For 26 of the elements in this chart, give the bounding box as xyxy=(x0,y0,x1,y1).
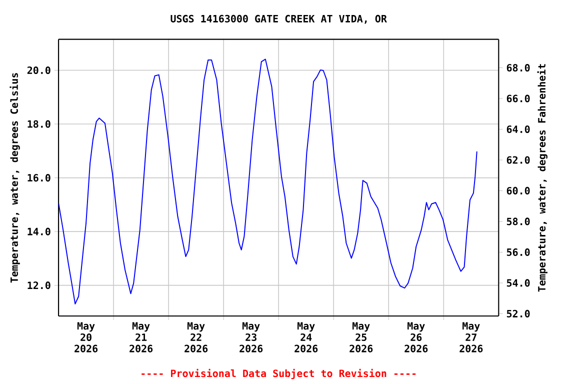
y2-tick-label: 58.0 xyxy=(506,218,530,226)
y-axis-title: Temperature, water, degrees Celsius xyxy=(10,73,20,283)
y2-tick-label: 60.0 xyxy=(506,186,530,194)
x-tick-label: May 21 2026 xyxy=(130,322,153,352)
y2-tick-label: 52.0 xyxy=(506,310,530,318)
x-tick-label: May 26 2026 xyxy=(404,322,428,352)
x-tick-label: May 23 2026 xyxy=(240,322,263,352)
x-tick-label: May 20 2026 xyxy=(74,322,98,352)
y-tick-label: 14.0 xyxy=(28,228,50,236)
x-tick-label: May 27 2026 xyxy=(460,322,483,352)
y-tick-label: 16.0 xyxy=(28,174,50,182)
x-tick-label: May 24 2026 xyxy=(294,322,318,352)
chart-title: USGS 14163000 GATE CREEK AT VIDA, OR xyxy=(170,14,387,24)
y2-tick-label: 66.0 xyxy=(506,94,530,102)
y-tick-label: 12.0 xyxy=(28,282,50,290)
y-tick-label: 20.0 xyxy=(27,66,50,74)
x-tick-label: May 22 2026 xyxy=(184,322,208,352)
x-tick-label: May 25 2026 xyxy=(350,322,373,352)
y2-tick-label: 56.0 xyxy=(506,248,530,256)
text: ---- Provisional Data Subject to Revision ---- xyxy=(142,368,416,380)
y2-tick-label: 64.0 xyxy=(506,125,530,134)
y2-tick-label: 68.0 xyxy=(506,64,530,72)
y2-axis-title: Temperature, water, degrees Fahrenheit xyxy=(537,64,548,292)
y-tick-label: 18.0 xyxy=(28,120,50,128)
y2-tick-label: 54.0 xyxy=(506,279,530,287)
y2-tick-label: 62.0 xyxy=(506,156,530,164)
